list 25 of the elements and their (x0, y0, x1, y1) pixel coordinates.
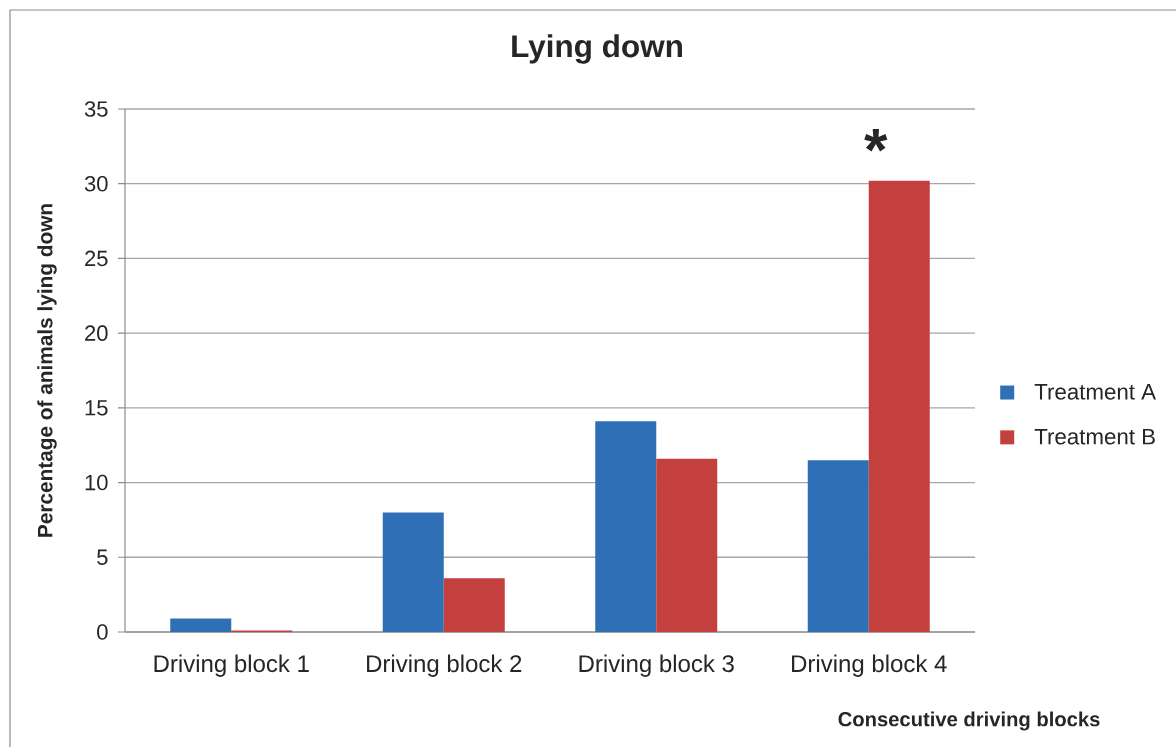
chart-title: Lying down (512, 34, 682, 64)
bar (170, 618, 232, 632)
bar (595, 421, 657, 632)
x-tick-label: Driving block 3 (579, 654, 734, 677)
y-tick-label: 25 (85, 250, 108, 267)
y-axis-title: Percentage of animals lying down (37, 204, 57, 537)
bar (656, 458, 718, 632)
annotation: * (864, 129, 888, 152)
legend-label: Treatment A (1034, 384, 1157, 400)
y-tick-label: 35 (84, 101, 108, 117)
bar (807, 460, 869, 632)
y-tick-label: 0 (97, 624, 108, 640)
y-tick-label: 10 (85, 474, 108, 491)
bar (868, 180, 930, 632)
legend-label: Treatment B (1034, 428, 1155, 445)
y-tick-label: 30 (84, 175, 108, 192)
x-tick-label: Driving block 1 (154, 654, 309, 677)
x-tick-label: Driving block 2 (367, 654, 522, 677)
x-tick-label: Driving block 4 (792, 654, 947, 677)
x-axis-title: Consecutive driving blocks (838, 711, 1100, 731)
bar (382, 512, 444, 632)
y-tick-label: 20 (85, 325, 108, 341)
bar (443, 578, 505, 632)
y-tick-label: 15 (85, 400, 108, 416)
y-tick-label: 5 (97, 549, 108, 565)
